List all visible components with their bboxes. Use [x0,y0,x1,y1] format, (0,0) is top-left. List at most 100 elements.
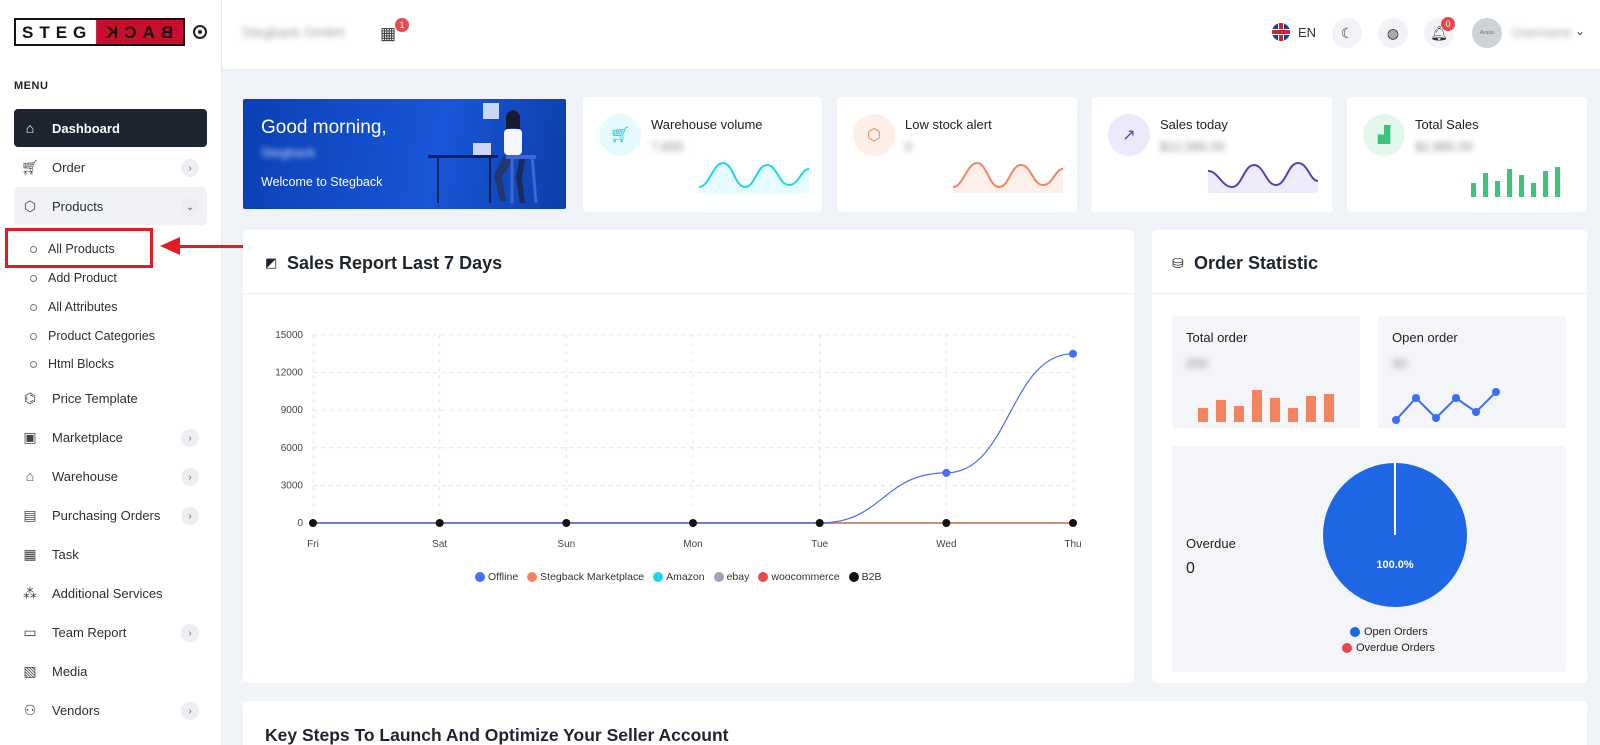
sidebar-item-price-template[interactable]: ⌬ Price Template [14,379,207,417]
bag-icon: ▣ [23,428,37,445]
chevron-right-icon: › [181,624,199,642]
sidebar-item-label: Task [52,546,79,562]
sidebar-item-purchasing-orders[interactable]: ▤ Purchasing Orders › [14,496,207,534]
sidebar-item-additional-services[interactable]: ⁂ Additional Services [14,574,207,612]
chevron-right-icon: › [181,702,199,720]
legend-label: ebay [726,571,750,583]
chevron-right-icon: › [181,429,199,447]
cart-icon: 🛒︎ [599,114,641,156]
legend-swatch [527,572,538,582]
notification-badge: 0 [1441,17,1455,31]
x-tick-label: Fri [307,539,319,550]
y-tick-label: 3000 [281,480,304,491]
palette-icon[interactable]: ◍ [1378,18,1408,48]
legend-swatch [758,572,769,582]
data-point-b2b [1069,519,1077,527]
sidebar-item-label: Warehouse [52,468,118,484]
data-point-b2b [435,519,444,527]
document-icon: ▭ [23,623,37,640]
submenu-html-blocks[interactable]: Html Blocks [30,357,114,371]
legend-swatch [475,572,485,582]
store-name[interactable]: Stegback GmbH [242,24,345,40]
sidebar: STEG BACK MENU ⌂ Dashboard 🛒︎ Order › ⬡ … [0,0,222,745]
language-selector[interactable]: EN [1272,23,1316,41]
sidebar-toggle-icon[interactable] [193,25,208,39]
stat-title: Low stock alert [905,117,992,132]
sidebar-item-order[interactable]: 🛒︎ Order › [14,148,207,186]
sales-chart-legend: Offline Stegback Marketplace Amazon ebay woo… [475,571,882,583]
open-order-value: 30 [1392,356,1407,371]
data-point-b2b [562,519,571,527]
sidebar-item-media[interactable]: ▧ Media [14,652,207,690]
warehouse-sparkline [699,161,809,193]
x-tick-label: Mon [683,539,702,550]
submenu-product-categories[interactable]: Product Categories [30,329,155,343]
submenu-add-product[interactable]: Add Product [30,271,117,285]
legend-label: Stegback Marketplace [540,571,645,583]
legend-item[interactable]: B2B [848,571,882,583]
legend-swatch [713,572,724,582]
sidebar-item-label: Order [52,159,86,175]
sidebar-item-label: Price Template [52,390,138,406]
x-tick-label: Sun [557,539,575,550]
image-icon: ▧ [23,662,37,679]
sidebar-item-task[interactable]: ▦ Task [14,535,207,573]
sidebar-item-warehouse[interactable]: ⌂ Warehouse › [14,457,207,495]
brand-logo[interactable]: STEG BACK [14,18,208,46]
bullet-icon [30,274,37,282]
annotation-highlight-box [5,228,153,268]
legend-swatch [653,572,664,582]
legend-item[interactable]: woocommerce [758,571,840,583]
legend-label: B2B [861,571,882,583]
uk-flag-icon [1272,23,1290,41]
bullet-icon [30,303,37,311]
welcome-user: Stegback [261,145,316,160]
dark-mode-toggle-icon[interactable]: ☾ [1332,18,1362,48]
chevron-right-icon: › [181,468,199,486]
sales-line-chart: 0 3000 6000 9000 12000 15000 Fri Sat Sun Mon Tue We… [275,330,1081,550]
user-name[interactable]: Username [1512,25,1572,40]
store-badge: 1 [395,18,409,32]
stat-title: Sales today [1160,117,1228,132]
stat-card-total-sales: ▟ Total Sales $2,980.00 [1347,97,1587,212]
open-order-label: Open order [1392,330,1458,345]
legend-item[interactable]: Offline [475,571,518,583]
chevron-right-icon: › [181,507,199,525]
card-divider [243,293,1134,294]
legend-swatch [1350,627,1360,637]
open-order-line [1392,388,1500,424]
data-point-b2b [942,519,951,527]
chevron-down-icon[interactable]: ⌄ [1575,24,1586,38]
data-point-b2b [689,519,697,527]
annotation-arrow-head [160,237,180,255]
users-icon: ⚇ [23,701,37,718]
overdue-panel: Overdue 0 100.0% Open Orders Overdue Ord… [1172,446,1566,672]
total-order-label: Total order [1186,330,1248,345]
stat-title: Warehouse volume [651,117,763,132]
order-statistic-card: ⛁ Order Statistic Total order 250 Open o… [1152,230,1587,683]
building-icon[interactable]: ▦ [380,24,397,43]
legend-item[interactable]: Stegback Marketplace [527,571,644,583]
tag-icon: ⌬ [23,389,37,406]
legend-item[interactable]: ebay [713,571,750,583]
y-tick-label: 9000 [281,405,304,416]
open-order-panel: Open order 30 [1378,316,1566,428]
sidebar-item-dashboard[interactable]: ⌂ Dashboard [14,109,207,147]
stat-card-warehouse-volume: 🛒︎ Warehouse volume 7,650 [583,97,822,212]
sales-report-card: ◩ Sales Report Last 7 Days 0 3000 6000 9000… [243,230,1134,683]
sidebar-item-vendors[interactable]: ⚇ Vendors › [14,691,207,729]
sales-report-title: Sales Report Last 7 Days [287,253,503,273]
sidebar-item-team-report[interactable]: ▭ Team Report › [14,613,207,651]
chevron-down-icon: ⌄ [181,198,199,216]
sidebar-item-marketplace[interactable]: ▣ Marketplace › [14,418,207,456]
submenu-all-products[interactable]: All Products [30,242,115,256]
sidebar-item-products[interactable]: ⬡ Products ⌄ [14,187,207,225]
stat-title: Total Sales [1415,117,1479,132]
submenu-all-attributes[interactable]: All Attributes [30,300,117,314]
annotation-arrow-shaft [178,245,264,248]
avatar[interactable]: Avatar [1472,18,1502,48]
logo-mark: STEG BACK [14,18,186,46]
low-stock-sparkline [953,161,1063,193]
stat-value: 0 [905,139,913,154]
legend-item[interactable]: Amazon [653,571,705,583]
